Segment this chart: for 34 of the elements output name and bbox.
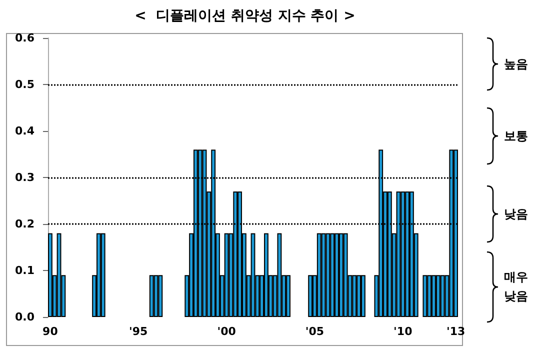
y-tick-label: 0.1 xyxy=(15,264,34,277)
bar xyxy=(352,275,357,317)
x-tick-label: 90 xyxy=(42,325,58,338)
bar xyxy=(154,275,158,317)
y-tick-label: 0.0 xyxy=(15,310,35,324)
bar xyxy=(250,233,256,317)
bar xyxy=(440,275,445,317)
y-tick-label: 0.5 xyxy=(15,78,34,91)
bar xyxy=(316,233,322,317)
y-tick-label: 0.3 xyxy=(15,171,34,184)
text: 매우 낮음 xyxy=(504,269,528,305)
x-tick-label: '05 xyxy=(305,325,324,338)
x-tick-label: '13 xyxy=(446,325,466,338)
bar xyxy=(422,275,428,317)
bar xyxy=(308,275,313,317)
x-tick-label: '00 xyxy=(217,325,236,338)
bar xyxy=(326,233,330,317)
bar xyxy=(343,233,348,317)
bar xyxy=(321,233,326,317)
y-tick-label: 0.2 xyxy=(15,218,34,230)
text: 높음 xyxy=(504,56,528,72)
x-tick-label: '10 xyxy=(394,325,413,338)
x-tick-label: '95 xyxy=(129,325,148,338)
y-tick-label: 0.6 xyxy=(15,32,35,44)
bar xyxy=(277,233,282,317)
text: 보통 xyxy=(504,128,528,144)
bar xyxy=(224,233,229,317)
bar xyxy=(56,233,62,317)
chart-title: < 디플레이션 취약성 지수 추이 > xyxy=(134,8,356,24)
bar xyxy=(158,275,163,317)
bar xyxy=(100,233,106,317)
text: 낮음 xyxy=(504,206,528,222)
y-tick-label: 0.4 xyxy=(15,124,35,138)
bar xyxy=(149,275,154,317)
